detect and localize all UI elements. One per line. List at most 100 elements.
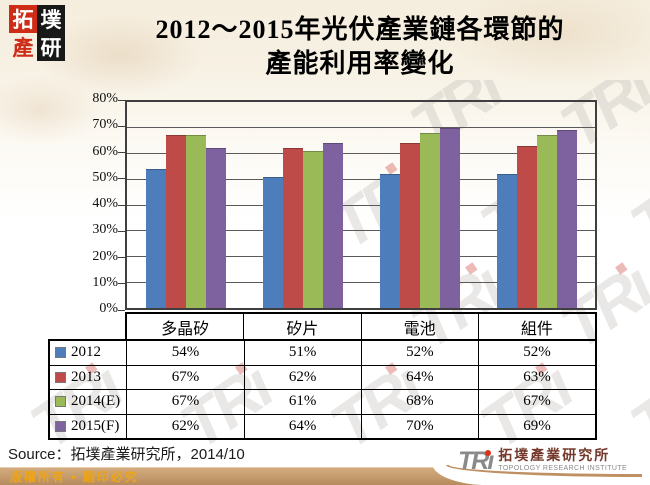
bar-2013-多晶矽 — [165, 135, 186, 308]
bar-2013-電池 — [399, 143, 420, 308]
table-row: 2012 54% 51% 52% 52% — [50, 341, 595, 365]
tri-logo-name-zh: 拓墣產業研究所 — [498, 449, 611, 464]
table-row: 2015(F) 62% 64% 70% 69% — [50, 413, 595, 439]
bar-2015(F)-組件 — [556, 130, 577, 308]
value-cell: 67% — [126, 390, 243, 414]
seal-char-2: 墣 — [37, 5, 65, 33]
bar-2015(F)-電池 — [439, 127, 460, 308]
seal-char-4: 研 — [37, 33, 65, 61]
value-cell: 62% — [243, 365, 361, 389]
y-axis-label: 80% — [92, 91, 118, 106]
bar-group-4 — [478, 102, 595, 308]
value-cell: 70% — [360, 414, 478, 438]
gridline — [127, 256, 595, 257]
y-axis-label: 10% — [92, 274, 118, 290]
legend-label: 2013 — [71, 368, 101, 385]
bar-2014(E)-組件 — [536, 135, 557, 308]
y-axis-tick — [118, 204, 125, 206]
bar-2015(F)-多晶矽 — [205, 148, 226, 308]
seal-char-1: 拓 — [9, 5, 37, 33]
bars-container — [127, 102, 595, 308]
page-title: 2012～2015年光伏產業鏈各環節的 產能利用率變化 — [80, 13, 640, 81]
value-cell: 67% — [126, 365, 243, 389]
value-cell: 51% — [243, 341, 361, 365]
y-axis-tick — [118, 178, 125, 180]
y-axis-label: 0% — [99, 301, 118, 316]
legend-swatch — [55, 347, 66, 359]
table-header-cell: 矽片 — [243, 314, 360, 339]
y-axis-label: 60% — [92, 143, 118, 159]
bar-2014(E)-多晶矽 — [185, 135, 206, 308]
y-axis-label: 70% — [92, 117, 118, 133]
table-header-cell: 多晶矽 — [161, 320, 210, 338]
data-table: 多晶矽 矽片 電池 組件 2012 54% 51% 52% 52% 2013 67% 62% 64% 63… — [48, 312, 597, 440]
gridline — [127, 127, 595, 129]
legend-swatch — [55, 371, 66, 383]
bar-2012-組件 — [496, 174, 517, 308]
value-cell: 54% — [126, 341, 243, 365]
seal-char-3: 產 — [12, 36, 34, 60]
bar-2012-多晶矽 — [145, 168, 166, 308]
page-title-line1: 2012～2015年光伏產業鏈各環節的 — [155, 15, 565, 44]
bar-2013-矽片 — [282, 148, 303, 308]
bar-2014(E)-矽片 — [302, 150, 323, 308]
topology-seal-logo: 拓 墣 產 研 — [9, 5, 65, 61]
value-cell: 63% — [477, 365, 595, 389]
gridline — [127, 230, 595, 232]
y-axis-tick — [118, 257, 125, 258]
y-axis-tick — [118, 99, 125, 101]
table-header-row: 多晶矽 矽片 電池 組件 — [125, 312, 597, 339]
bar-group-3 — [361, 102, 478, 308]
bar-2014(E)-電池 — [419, 132, 440, 308]
tri-logo-icon: TRı — [458, 447, 494, 475]
table-row: 2014(E) 67% 61% 68% 67% — [50, 389, 595, 414]
y-axis-label: 50% — [92, 169, 118, 185]
value-cell: 64% — [360, 365, 478, 389]
legend-label: 2015(F) — [71, 417, 120, 434]
value-cell: 67% — [477, 390, 595, 414]
legend-cell: 2015(F) — [50, 415, 126, 439]
y-axis-label: 30% — [92, 222, 118, 238]
source-note: Source：拓墣產業研究所，2014/10 — [8, 446, 245, 463]
gridline — [127, 204, 595, 206]
value-cell: 52% — [477, 341, 595, 365]
gridline — [127, 153, 595, 154]
value-cell: 69% — [477, 414, 595, 438]
page-title-line2: 產能利用率變化 — [265, 49, 455, 78]
y-axis-tick — [118, 309, 125, 311]
value-cell: 68% — [360, 390, 478, 414]
value-cell: 61% — [243, 390, 361, 414]
legend-cell: 2012 — [50, 341, 126, 365]
y-axis-tick — [118, 152, 125, 153]
legend-cell: 2014(E) — [50, 390, 126, 414]
legend-swatch — [55, 396, 66, 408]
bar-2013-組件 — [516, 145, 537, 308]
bar-2012-矽片 — [262, 176, 283, 308]
gridline — [127, 178, 595, 180]
table-header-cell: 組件 — [477, 314, 595, 339]
y-axis-label: 20% — [92, 248, 118, 264]
bar-group-1 — [127, 102, 244, 308]
legend-swatch — [55, 420, 66, 432]
copyright-notice: 版權所有 ▪ 翻印必究 — [10, 470, 139, 484]
y-axis-label: 40% — [92, 196, 118, 211]
gridline — [127, 281, 595, 283]
tri-logo: TRı 拓墣產業研究所 TOPOLOGY RESEARCH INSTITUTE — [432, 444, 650, 485]
table-header-cell: 電池 — [360, 314, 478, 339]
legend-cell: 2013 — [50, 366, 126, 390]
y-axis-tick — [118, 125, 125, 127]
bar-group-2 — [244, 102, 361, 308]
value-cell: 64% — [243, 414, 361, 438]
y-axis-tick — [118, 283, 125, 285]
plot-area — [125, 100, 597, 310]
y-axis-tick — [118, 230, 125, 232]
bar-2015(F)-矽片 — [322, 143, 343, 308]
legend-label: 2012 — [71, 344, 101, 361]
table-body: 2012 54% 51% 52% 52% 2013 67% 62% 64% 63% 2014(E) 6… — [48, 339, 597, 440]
value-cell: 62% — [126, 414, 243, 438]
bar-2012-電池 — [379, 174, 400, 308]
table-row: 2013 67% 62% 64% 63% — [50, 364, 595, 390]
value-cell: 52% — [360, 341, 478, 365]
